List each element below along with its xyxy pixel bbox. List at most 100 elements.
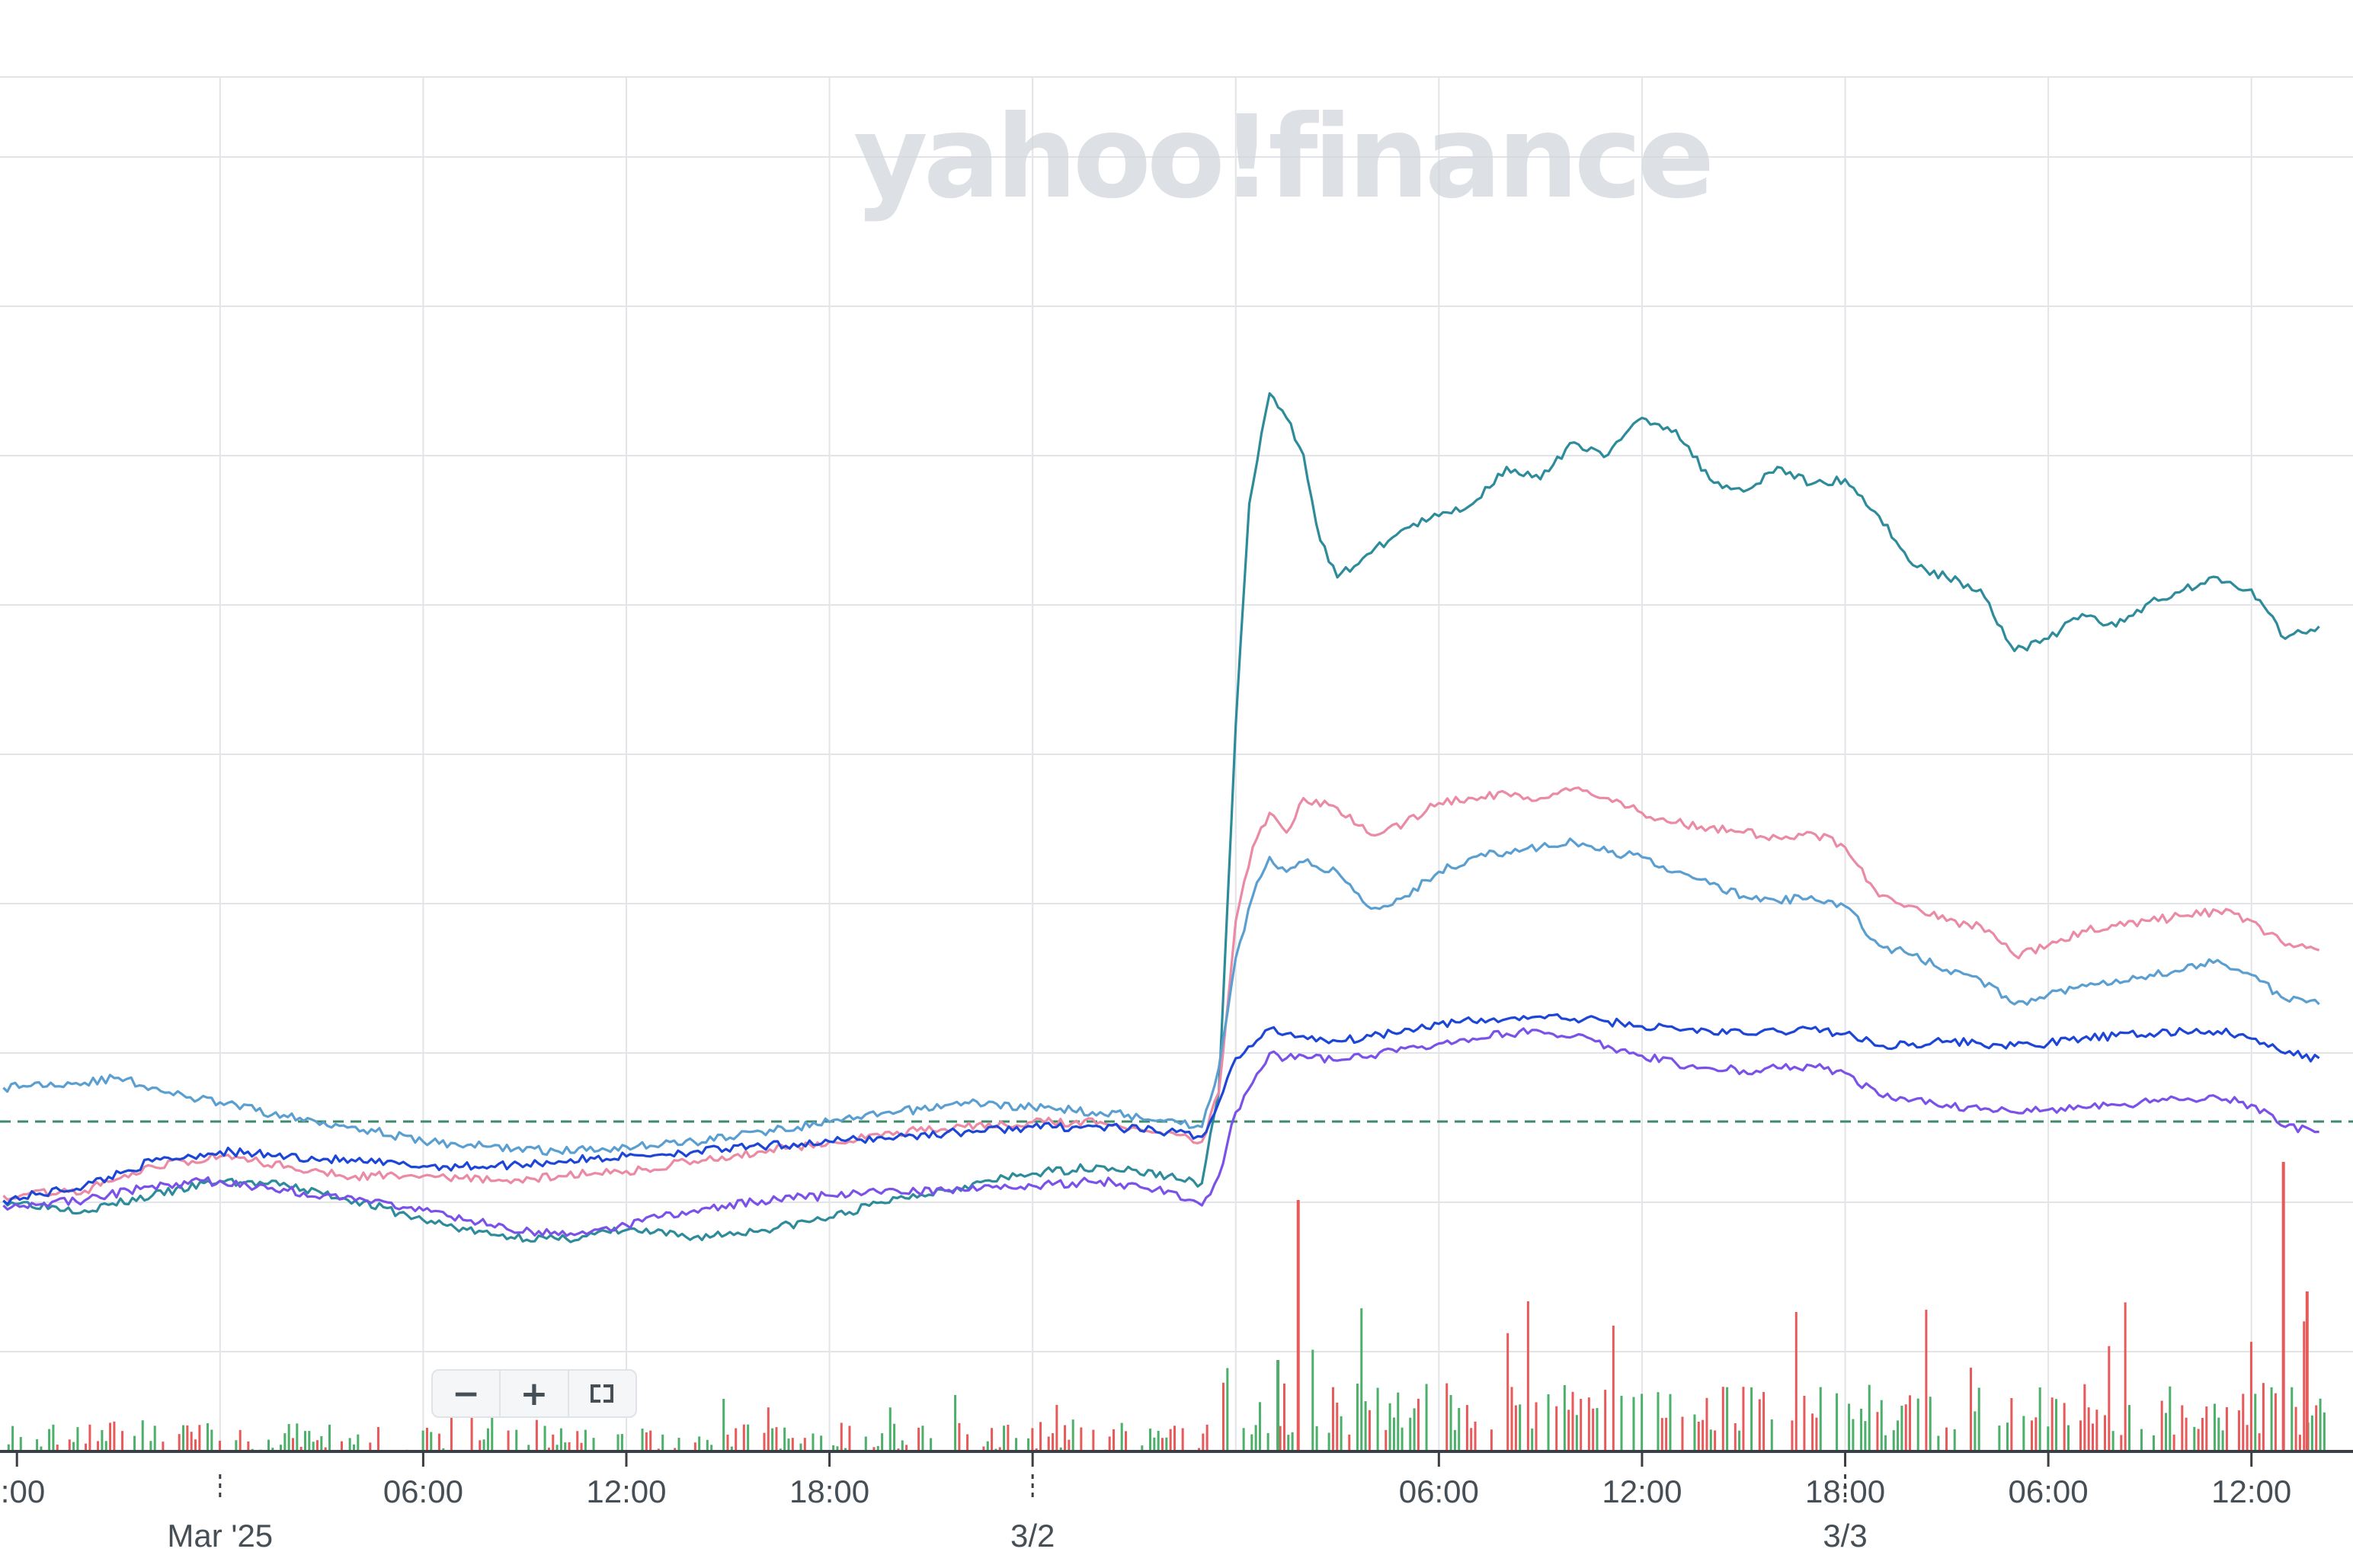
volume-bar (1641, 1394, 1644, 1451)
volume-bar (872, 1447, 876, 1451)
volume-bar (1401, 1427, 1404, 1451)
volume-bar (742, 1424, 745, 1451)
volume-bar (182, 1425, 185, 1451)
volume-bar (1904, 1404, 1907, 1451)
volume-bar (247, 1441, 250, 1451)
volume-bar (507, 1430, 510, 1451)
volume-bar (1064, 1425, 1067, 1451)
volume-bar (2294, 1406, 2297, 1451)
volume-bar (2079, 1420, 2082, 1451)
volume-bar (1474, 1421, 1477, 1451)
series-line-purple (2, 1027, 2319, 1237)
volume-bar (1445, 1383, 1449, 1451)
volume-bar (1003, 1426, 1006, 1451)
volume-bar (547, 1448, 550, 1451)
volume-bar (1108, 1436, 1111, 1451)
volume-bar (1519, 1404, 1522, 1451)
day-separator-dot (219, 1493, 222, 1497)
volume-bar (958, 1422, 961, 1451)
volume-bar (1031, 1428, 1034, 1451)
volume-bar (1848, 1403, 1851, 1451)
volume-bar (1697, 1421, 1700, 1451)
volume-bar (1803, 1396, 1806, 1451)
volume-bar (888, 1407, 892, 1451)
volume-spike (2281, 1162, 2285, 1451)
volume-bar (491, 1411, 494, 1451)
volume-bar (2221, 1430, 2224, 1451)
volume-bar (1506, 1333, 1509, 1451)
volume-bar (2246, 1425, 2249, 1451)
volume-bar (1726, 1387, 1729, 1451)
zoom-controls: − + (431, 1369, 637, 1418)
volume-bar (1348, 1434, 1351, 1451)
volume-bar (2047, 1426, 2050, 1451)
volume-bar (369, 1442, 372, 1451)
volume-bar (1282, 1383, 1285, 1451)
volume-bar (1709, 1429, 1712, 1451)
volume-bar (1388, 1403, 1391, 1451)
volume-bar (1897, 1420, 1900, 1451)
volume-bar (72, 1442, 75, 1451)
volume-bar (1141, 1445, 1144, 1451)
volume-bar (2201, 1418, 2204, 1451)
volume-bar (1876, 1412, 1879, 1451)
volume-bar (2091, 1423, 2094, 1451)
volume-bar (206, 1423, 210, 1451)
volume-bar (315, 1440, 319, 1451)
volume-bar (1331, 1387, 1334, 1451)
fullscreen-button[interactable] (569, 1371, 635, 1416)
volume-bar (1165, 1437, 1168, 1451)
volume-bar (1970, 1368, 1973, 1451)
volume-bar (1794, 1311, 1798, 1451)
volume-bar (430, 1432, 433, 1451)
volume-bar (1587, 1397, 1590, 1451)
volume-bar (56, 1445, 59, 1451)
volume-bar (2034, 1417, 2038, 1451)
volume-bar (722, 1398, 725, 1451)
volume-bar (1327, 1432, 1330, 1451)
volume-bar (2181, 1405, 2184, 1451)
volume-bar (893, 1423, 896, 1451)
volume-bar (2258, 1433, 2261, 1451)
volume-bar (1007, 1425, 1010, 1451)
volume-bar (283, 1433, 287, 1451)
volume-bar (1510, 1387, 1513, 1451)
x-tick-label: 18:00 (789, 1474, 869, 1509)
volume-bar (1368, 1410, 1371, 1451)
volume-bar (1925, 1310, 1928, 1451)
volume-bar (1567, 1410, 1570, 1451)
x-tick-label: 06:00 (1399, 1474, 1479, 1509)
volume-bar (1315, 1426, 1318, 1451)
volume-bar (2169, 1386, 2172, 1451)
volume-bar (775, 1427, 778, 1451)
volume-bar (641, 1429, 644, 1451)
volume-bar (1161, 1438, 1164, 1451)
volume-bar (1909, 1395, 1912, 1451)
volume-bar (2140, 1429, 2143, 1451)
volume-bar (1596, 1408, 1599, 1451)
zoom-in-button[interactable]: + (501, 1371, 569, 1416)
volume-bar (2323, 1412, 2326, 1451)
volume-bar (616, 1434, 619, 1451)
volume-bar (1409, 1417, 1412, 1451)
volume-bar (1945, 1427, 1948, 1451)
day-separator-dot (1031, 1483, 1034, 1488)
volume-bar (1254, 1425, 1257, 1451)
zoom-out-button[interactable]: − (433, 1371, 501, 1416)
volume-bar (40, 1446, 43, 1451)
volume-bar (68, 1439, 71, 1451)
volume-bar (1937, 1435, 1940, 1451)
volume-bar (2022, 1416, 2025, 1451)
volume-bar (1714, 1430, 1717, 1451)
volume-bar (1149, 1429, 1152, 1451)
volume-bar (649, 1430, 652, 1451)
volume-bar (1693, 1414, 1696, 1451)
volume-bar (2254, 1394, 2257, 1451)
x-date-label: Mar '25 (167, 1518, 273, 1554)
volume-bar (190, 1432, 193, 1451)
volume-bar (1458, 1407, 1461, 1451)
volume-bar (1612, 1325, 1615, 1451)
volume-bar (2152, 1435, 2155, 1451)
volume-bar (1425, 1384, 1428, 1451)
